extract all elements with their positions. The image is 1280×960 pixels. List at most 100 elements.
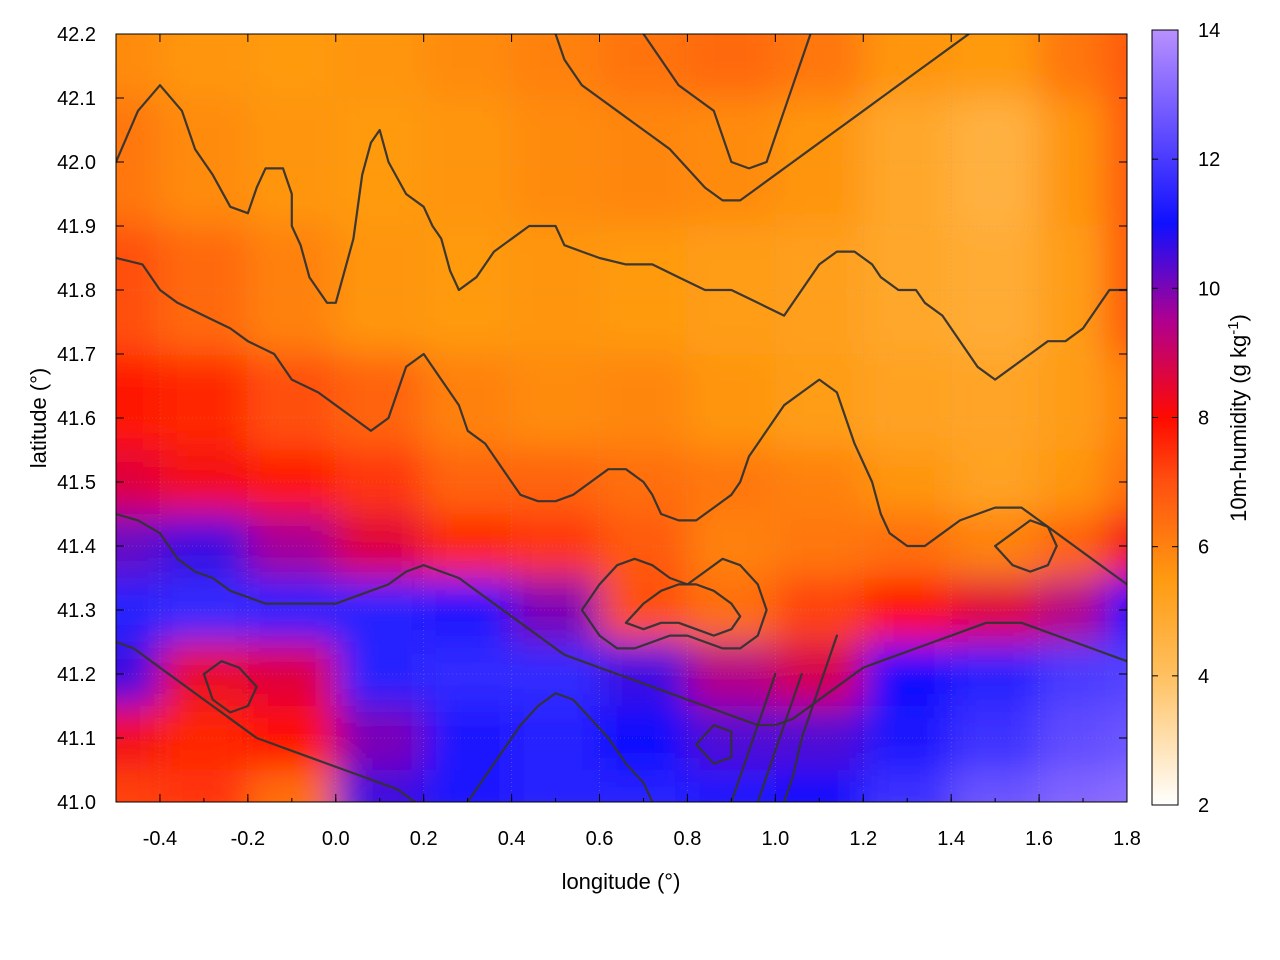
x-tick-label: 0.2	[410, 828, 438, 850]
colorbar-title-superscript: -1	[1225, 321, 1242, 334]
heat-cell	[247, 226, 336, 354]
heat-cell	[951, 770, 1040, 802]
grid-lines	[116, 34, 1127, 802]
contour-line	[580, 557, 768, 650]
contour-line	[202, 660, 258, 714]
y-tick-label: 41.8	[57, 280, 96, 302]
heat-cell	[160, 34, 248, 98]
colorbar-tick-label: 12	[1198, 149, 1220, 171]
contour-line	[756, 672, 803, 802]
heat-cell	[116, 354, 160, 450]
heat-cell	[160, 514, 248, 578]
heat-cell	[511, 34, 600, 98]
heat-cell	[160, 770, 248, 802]
colorbar-title-end: )	[1226, 314, 1251, 321]
contour-line	[624, 583, 742, 637]
heat-cell	[951, 34, 1040, 98]
heat-cell	[247, 514, 336, 578]
heat-cell	[1039, 770, 1105, 802]
heat-cell	[423, 354, 512, 450]
colorbar: 2 4 6 8 10 12 14 10m-humidity (g kg-1)	[1151, 20, 1251, 817]
heat-cell	[1039, 34, 1105, 98]
contour-line	[783, 634, 838, 802]
y-axis: 41.0 41.1 41.2 41.3 41.4 41.5 41.6 41.7 41.8 41.9…	[57, 24, 1127, 814]
heat-cell	[247, 706, 336, 770]
colorbar-tick-label: 2	[1198, 795, 1209, 817]
elevation-contours	[116, 34, 1127, 802]
contour-line	[116, 512, 1127, 727]
x-tick-label: -0.4	[143, 828, 177, 850]
heat-cell	[116, 770, 160, 802]
contour-line	[116, 640, 416, 802]
x-tick-label: 0.8	[674, 828, 702, 850]
heat-cell	[335, 642, 424, 706]
y-tick-label: 42.1	[57, 88, 96, 110]
heat-cell	[775, 34, 864, 98]
heat-cell	[335, 354, 424, 450]
heat-cell	[863, 354, 952, 450]
y-tick-label: 41.2	[57, 664, 96, 686]
heat-cell	[1105, 34, 1127, 98]
contour-line	[116, 256, 1127, 586]
y-tick-label: 41.6	[57, 408, 96, 430]
heat-cell	[247, 354, 336, 450]
contour-line	[554, 34, 970, 202]
heat-cell	[423, 34, 512, 98]
y-tick-label: 41.3	[57, 600, 96, 622]
heat-cell	[160, 706, 248, 770]
x-tick-label: 0.4	[498, 828, 526, 850]
colorbar-tick-label: 4	[1198, 666, 1209, 688]
heatmap-field	[116, 34, 1127, 802]
heat-cell	[335, 450, 424, 514]
x-tick-label: 1.0	[761, 828, 789, 850]
colorbar-ticks: 2 4 6 8 10 12 14	[1152, 20, 1220, 817]
heat-cell	[160, 578, 248, 642]
heat-cell	[247, 578, 336, 642]
x-tick-label: 1.2	[849, 828, 877, 850]
heat-cell	[335, 706, 424, 770]
heat-cell	[335, 34, 424, 98]
heat-cell	[863, 34, 952, 98]
y-tick-label: 41.7	[57, 344, 96, 366]
heat-cell	[335, 98, 424, 226]
heat-cell	[1105, 354, 1127, 450]
colorbar-tick-label: 6	[1198, 537, 1209, 559]
heat-cell	[335, 514, 424, 578]
y-tick-label: 41.5	[57, 472, 96, 494]
heat-cell	[423, 770, 512, 802]
x-tick-label: 1.6	[1025, 828, 1053, 850]
heat-cell	[160, 226, 248, 354]
contour-line	[116, 84, 1127, 381]
x-axis: -0.4 -0.2 0.0 0.2 0.4 0.6 0.8 1.0 1.2 1.4 1.6 1.8	[115, 34, 1141, 850]
heat-cell	[160, 354, 248, 450]
heat-cell	[1039, 354, 1105, 450]
heat-cell	[1105, 770, 1127, 802]
heat-cell	[116, 34, 160, 98]
contour-line	[466, 692, 654, 802]
y-tick-label: 41.1	[57, 728, 96, 750]
contour-line	[642, 34, 812, 170]
contour-line	[730, 672, 777, 802]
x-tick-label: 0.0	[322, 828, 350, 850]
heat-cell	[951, 354, 1040, 450]
y-tick-label: 42.2	[57, 24, 96, 46]
contour-line	[695, 724, 733, 765]
y-tick-label: 42.0	[57, 152, 96, 174]
heat-cell	[599, 770, 688, 802]
colorbar-tick-label: 14	[1198, 20, 1220, 42]
heat-cell	[160, 450, 248, 514]
y-tick-label: 41.9	[57, 216, 96, 238]
heat-cell	[863, 770, 952, 802]
heat-cell	[599, 34, 688, 98]
contour-line	[994, 519, 1058, 573]
colorbar-title-main: 10m-humidity (g kg	[1226, 335, 1251, 522]
heat-cell	[247, 642, 336, 706]
y-tick-label: 41.4	[57, 536, 96, 558]
x-tick-label: 1.4	[937, 828, 965, 850]
x-tick-label: 0.6	[586, 828, 614, 850]
heat-cell	[247, 34, 336, 98]
y-axis-title: latitude (°)	[26, 368, 51, 469]
colorbar-tick-label: 8	[1198, 408, 1209, 430]
heat-cell	[511, 354, 600, 450]
